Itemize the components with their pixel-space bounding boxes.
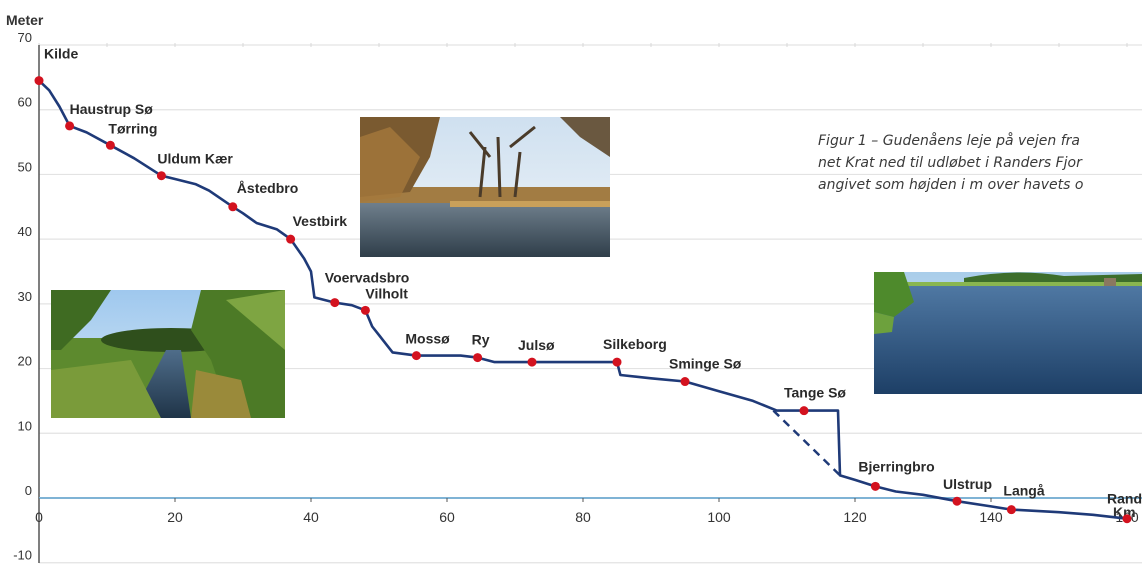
place-label: Sminge Sø <box>669 356 742 372</box>
x-tick-label: 60 <box>439 509 455 525</box>
place-label: Vestbirk <box>293 213 348 229</box>
place-point <box>680 377 690 387</box>
place-point <box>360 305 370 315</box>
caption-line-1: Figur 1 – Gudenåens leje på vejen fra <box>818 133 1080 149</box>
caption-line-3: angivet som højden i m over havets o <box>818 177 1084 193</box>
stream-meadow-photo <box>51 290 285 418</box>
wide-river-image <box>874 272 1142 394</box>
y-tick-label: 50 <box>18 159 32 174</box>
wide-river-photo <box>874 272 1142 394</box>
place-point <box>527 357 537 367</box>
place-label: Voervadsbro <box>325 270 410 286</box>
x-tick-label: 20 <box>167 509 183 525</box>
x-tick-label: 0 <box>35 509 43 525</box>
place-point <box>330 298 340 308</box>
place-label: Silkeborg <box>603 336 667 352</box>
place-label: Haustrup Sø <box>70 101 154 117</box>
caption-line-2: net Krat ned til udløbet i Randers Fjor <box>818 155 1082 171</box>
y-tick-label: 60 <box>18 95 32 110</box>
place-label: Vilholt <box>365 285 408 301</box>
place-label: Mossø <box>405 331 450 347</box>
place-points <box>34 76 1132 524</box>
x-tick-label: 80 <box>575 509 591 525</box>
y-tick-label: 0 <box>25 483 32 498</box>
figure-caption: Figur 1 – Gudenåens leje på vejen fra ne… <box>818 130 1142 196</box>
place-point <box>870 481 880 491</box>
place-label: Åstedbro <box>237 180 298 196</box>
place-point <box>1006 505 1016 515</box>
place-point <box>228 202 238 212</box>
place-point <box>1122 514 1132 524</box>
place-point <box>34 76 44 86</box>
x-tick-label: 100 <box>707 509 731 525</box>
x-tick-label: 120 <box>843 509 867 525</box>
place-label: Ry <box>472 332 490 348</box>
x-tick-label: 40 <box>303 509 319 525</box>
y-tick-label: 20 <box>18 354 32 369</box>
place-point <box>799 406 809 416</box>
place-label: Uldum Kær <box>157 151 233 167</box>
river-trees-image <box>360 117 610 257</box>
place-label: Kilde <box>44 46 78 62</box>
place-label: Randers <box>1107 491 1142 507</box>
y-tick-label: 70 <box>18 30 32 45</box>
place-point <box>952 496 962 506</box>
place-point <box>612 357 622 367</box>
tick-labels: -10010203040506070020406080100120140160 <box>13 30 1139 563</box>
place-label: Bjerringbro <box>858 458 934 474</box>
y-tick-label: 40 <box>18 224 32 239</box>
old-course-dashed-line <box>772 409 841 477</box>
x-tick-label: 140 <box>979 509 1003 525</box>
place-label: Ulstrup <box>943 476 992 492</box>
place-point <box>65 121 75 131</box>
place-point <box>156 171 166 181</box>
river-trees-photo <box>360 117 610 257</box>
y-axis-label: Meter <box>6 12 44 28</box>
y-tick-label: 30 <box>18 289 32 304</box>
place-label: Langå <box>1003 483 1044 499</box>
place-label: Julsø <box>518 337 555 353</box>
place-point <box>105 140 115 150</box>
place-point <box>286 234 296 244</box>
stream-meadow-image <box>51 290 285 418</box>
place-point <box>473 353 483 363</box>
place-label: Tørring <box>108 120 157 136</box>
y-tick-label: 10 <box>18 418 32 433</box>
y-tick-label: -10 <box>13 548 32 563</box>
place-point <box>411 351 421 361</box>
place-label: Tange Sø <box>784 385 846 401</box>
